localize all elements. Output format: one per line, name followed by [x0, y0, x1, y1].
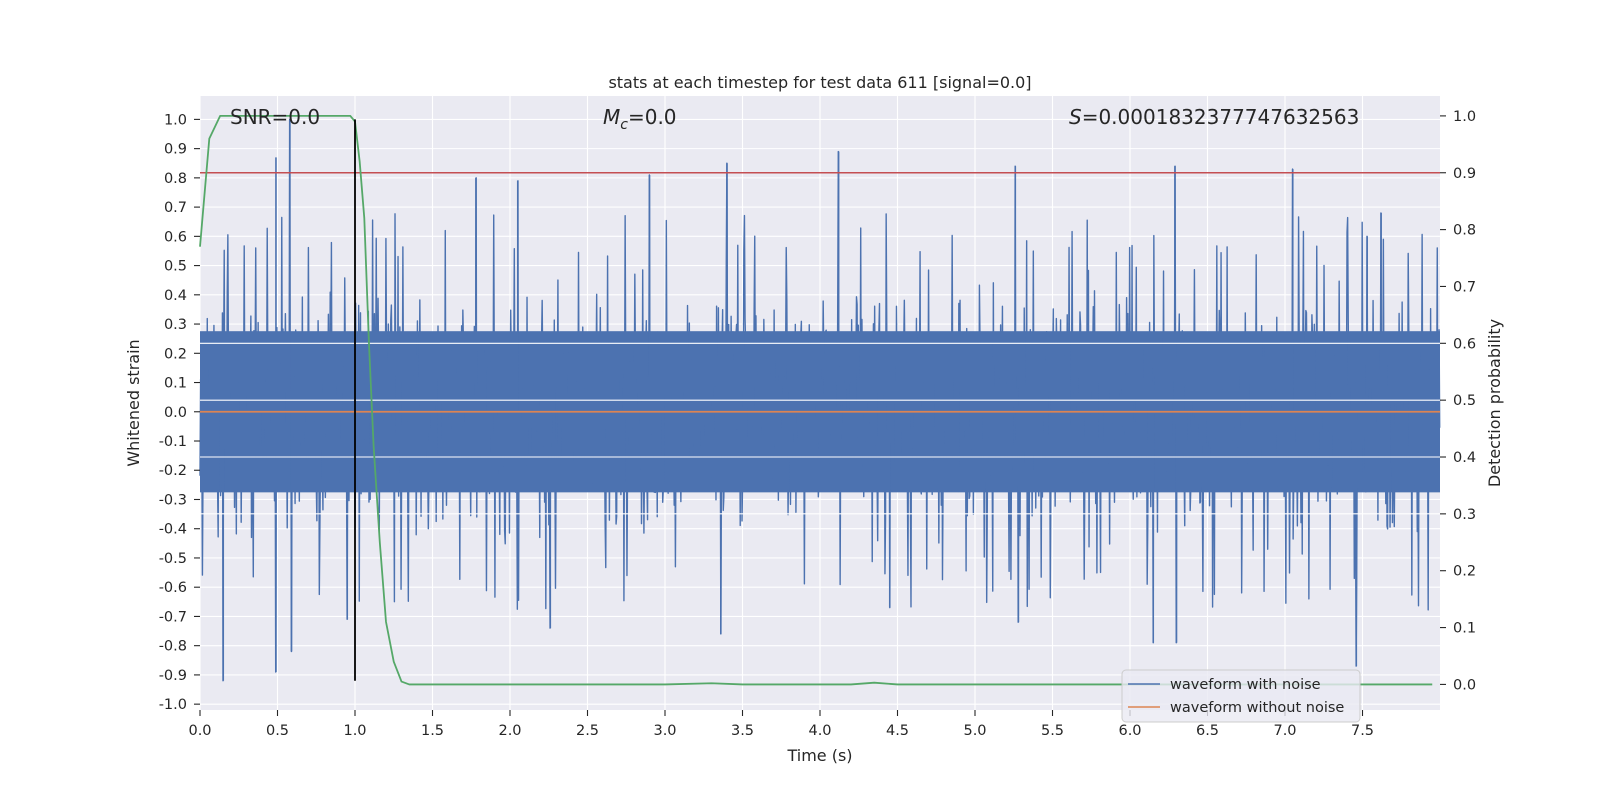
detection-probability-line	[199, 115, 1433, 686]
y-tick-label-15: -0.5	[159, 551, 187, 567]
y2-tick-label-6: 0.4	[1453, 450, 1476, 466]
chirp-mass-symbol: M	[603, 105, 620, 129]
legend-box	[1121, 669, 1361, 723]
y-tick-label-9: 0.1	[164, 376, 187, 392]
y2-tick-label-1: 0.9	[1453, 166, 1476, 182]
y2-tick-label-0: 1.0	[1453, 109, 1476, 125]
y2-tick-label-7: 0.3	[1453, 507, 1476, 523]
y-tick-label-3: 0.7	[164, 200, 187, 216]
y-tick-label-11: -0.1	[159, 434, 187, 450]
x-tick-label-0: 0.0	[188, 723, 211, 739]
x-tick-label-14: 7.0	[1273, 723, 1296, 739]
y-axis-label: Whitened strain	[124, 339, 143, 466]
x-tick-label-15: 7.5	[1351, 723, 1374, 739]
x-axis-label: Time (s)	[786, 746, 852, 765]
y2-tick-label-5: 0.5	[1453, 393, 1476, 409]
x-tick-label-3: 1.5	[421, 723, 444, 739]
y-tick-label-6: 0.4	[164, 288, 187, 304]
y-tick-label-13: -0.3	[159, 492, 187, 508]
y2-tick-label-9: 0.1	[1453, 621, 1476, 637]
x-tick-label-6: 3.0	[653, 723, 676, 739]
y2-tick-label-2: 0.8	[1453, 223, 1476, 239]
y-tick-label-8: 0.2	[164, 346, 187, 362]
noise-trace	[199, 118, 1441, 682]
x-tick-label-13: 6.5	[1196, 723, 1219, 739]
x-axis-ticks: 0.0 0.5 1.0 1.5 2.0 2.5 3.0 3.5 4.0 4.5 5.0 5.5 6.0 6…	[188, 710, 1374, 739]
y2-tick-label-4: 0.6	[1453, 336, 1476, 352]
x-tick-label-1: 0.5	[266, 723, 289, 739]
legend: waveform with noise waveform without noi…	[1121, 669, 1361, 723]
x-tick-label-7: 3.5	[731, 723, 754, 739]
y-axis-ticks: 1.0 0.9 0.8 0.7 0.6 0.5 0.4 0.3 0.2 0.1 0.0 -0.1 -0.…	[159, 112, 200, 713]
y2-tick-label-10: 0.0	[1453, 677, 1476, 693]
s-statistic-value: =0.0001832377747632563	[1082, 105, 1360, 129]
y-tick-label-2: 0.8	[164, 171, 187, 187]
x-tick-label-10: 5.0	[963, 723, 986, 739]
chirp-mass-subscript: c	[620, 117, 628, 133]
x-tick-label-11: 5.5	[1041, 723, 1064, 739]
y-tick-label-5: 0.5	[164, 259, 187, 275]
x-tick-label-5: 2.5	[576, 723, 599, 739]
x-tick-label-2: 1.0	[343, 723, 366, 739]
y-tick-label-0: 1.0	[164, 112, 187, 128]
y2-tick-label-8: 0.2	[1453, 564, 1476, 580]
s-statistic-symbol: S	[1069, 105, 1082, 129]
y-tick-label-16: -0.6	[159, 580, 187, 596]
y-tick-label-14: -0.4	[159, 522, 187, 538]
y-tick-label-12: -0.2	[159, 463, 187, 479]
y2-axis-label: Detection probability	[1485, 319, 1504, 487]
chirp-mass-value: =0.0	[628, 105, 677, 129]
y-tick-label-10: 0.0	[164, 405, 187, 421]
s-statistic-annotation: S=0.0001832377747632563	[1069, 105, 1359, 129]
x-tick-label-4: 2.0	[498, 723, 521, 739]
y-tick-label-20: -1.0	[159, 697, 187, 713]
y-tick-label-4: 0.6	[164, 229, 187, 245]
y2-axis-ticks: 1.0 0.9 0.8 0.7 0.6 0.5 0.4 0.3 0.2 0.1 0.0	[1440, 109, 1476, 693]
x-tick-label-8: 4.0	[808, 723, 831, 739]
chart-title: stats at each timestep for test data 611…	[608, 73, 1031, 92]
y-tick-label-1: 0.9	[164, 142, 187, 158]
legend-label-clean: waveform without noise	[1170, 700, 1344, 716]
y-tick-label-19: -0.9	[159, 668, 187, 684]
y-tick-label-17: -0.7	[159, 609, 187, 625]
x-tick-label-9: 4.5	[886, 723, 909, 739]
snr-annotation: SNR=0.0	[230, 105, 320, 129]
y-tick-label-18: -0.8	[159, 639, 187, 655]
y2-tick-label-3: 0.7	[1453, 279, 1476, 295]
line-series	[199, 115, 1440, 686]
y-tick-label-7: 0.3	[164, 317, 187, 333]
legend-label-noise: waveform with noise	[1170, 677, 1321, 693]
x-tick-label-12: 6.0	[1118, 723, 1141, 739]
chirp-mass-annotation: Mc=0.0	[603, 105, 677, 133]
